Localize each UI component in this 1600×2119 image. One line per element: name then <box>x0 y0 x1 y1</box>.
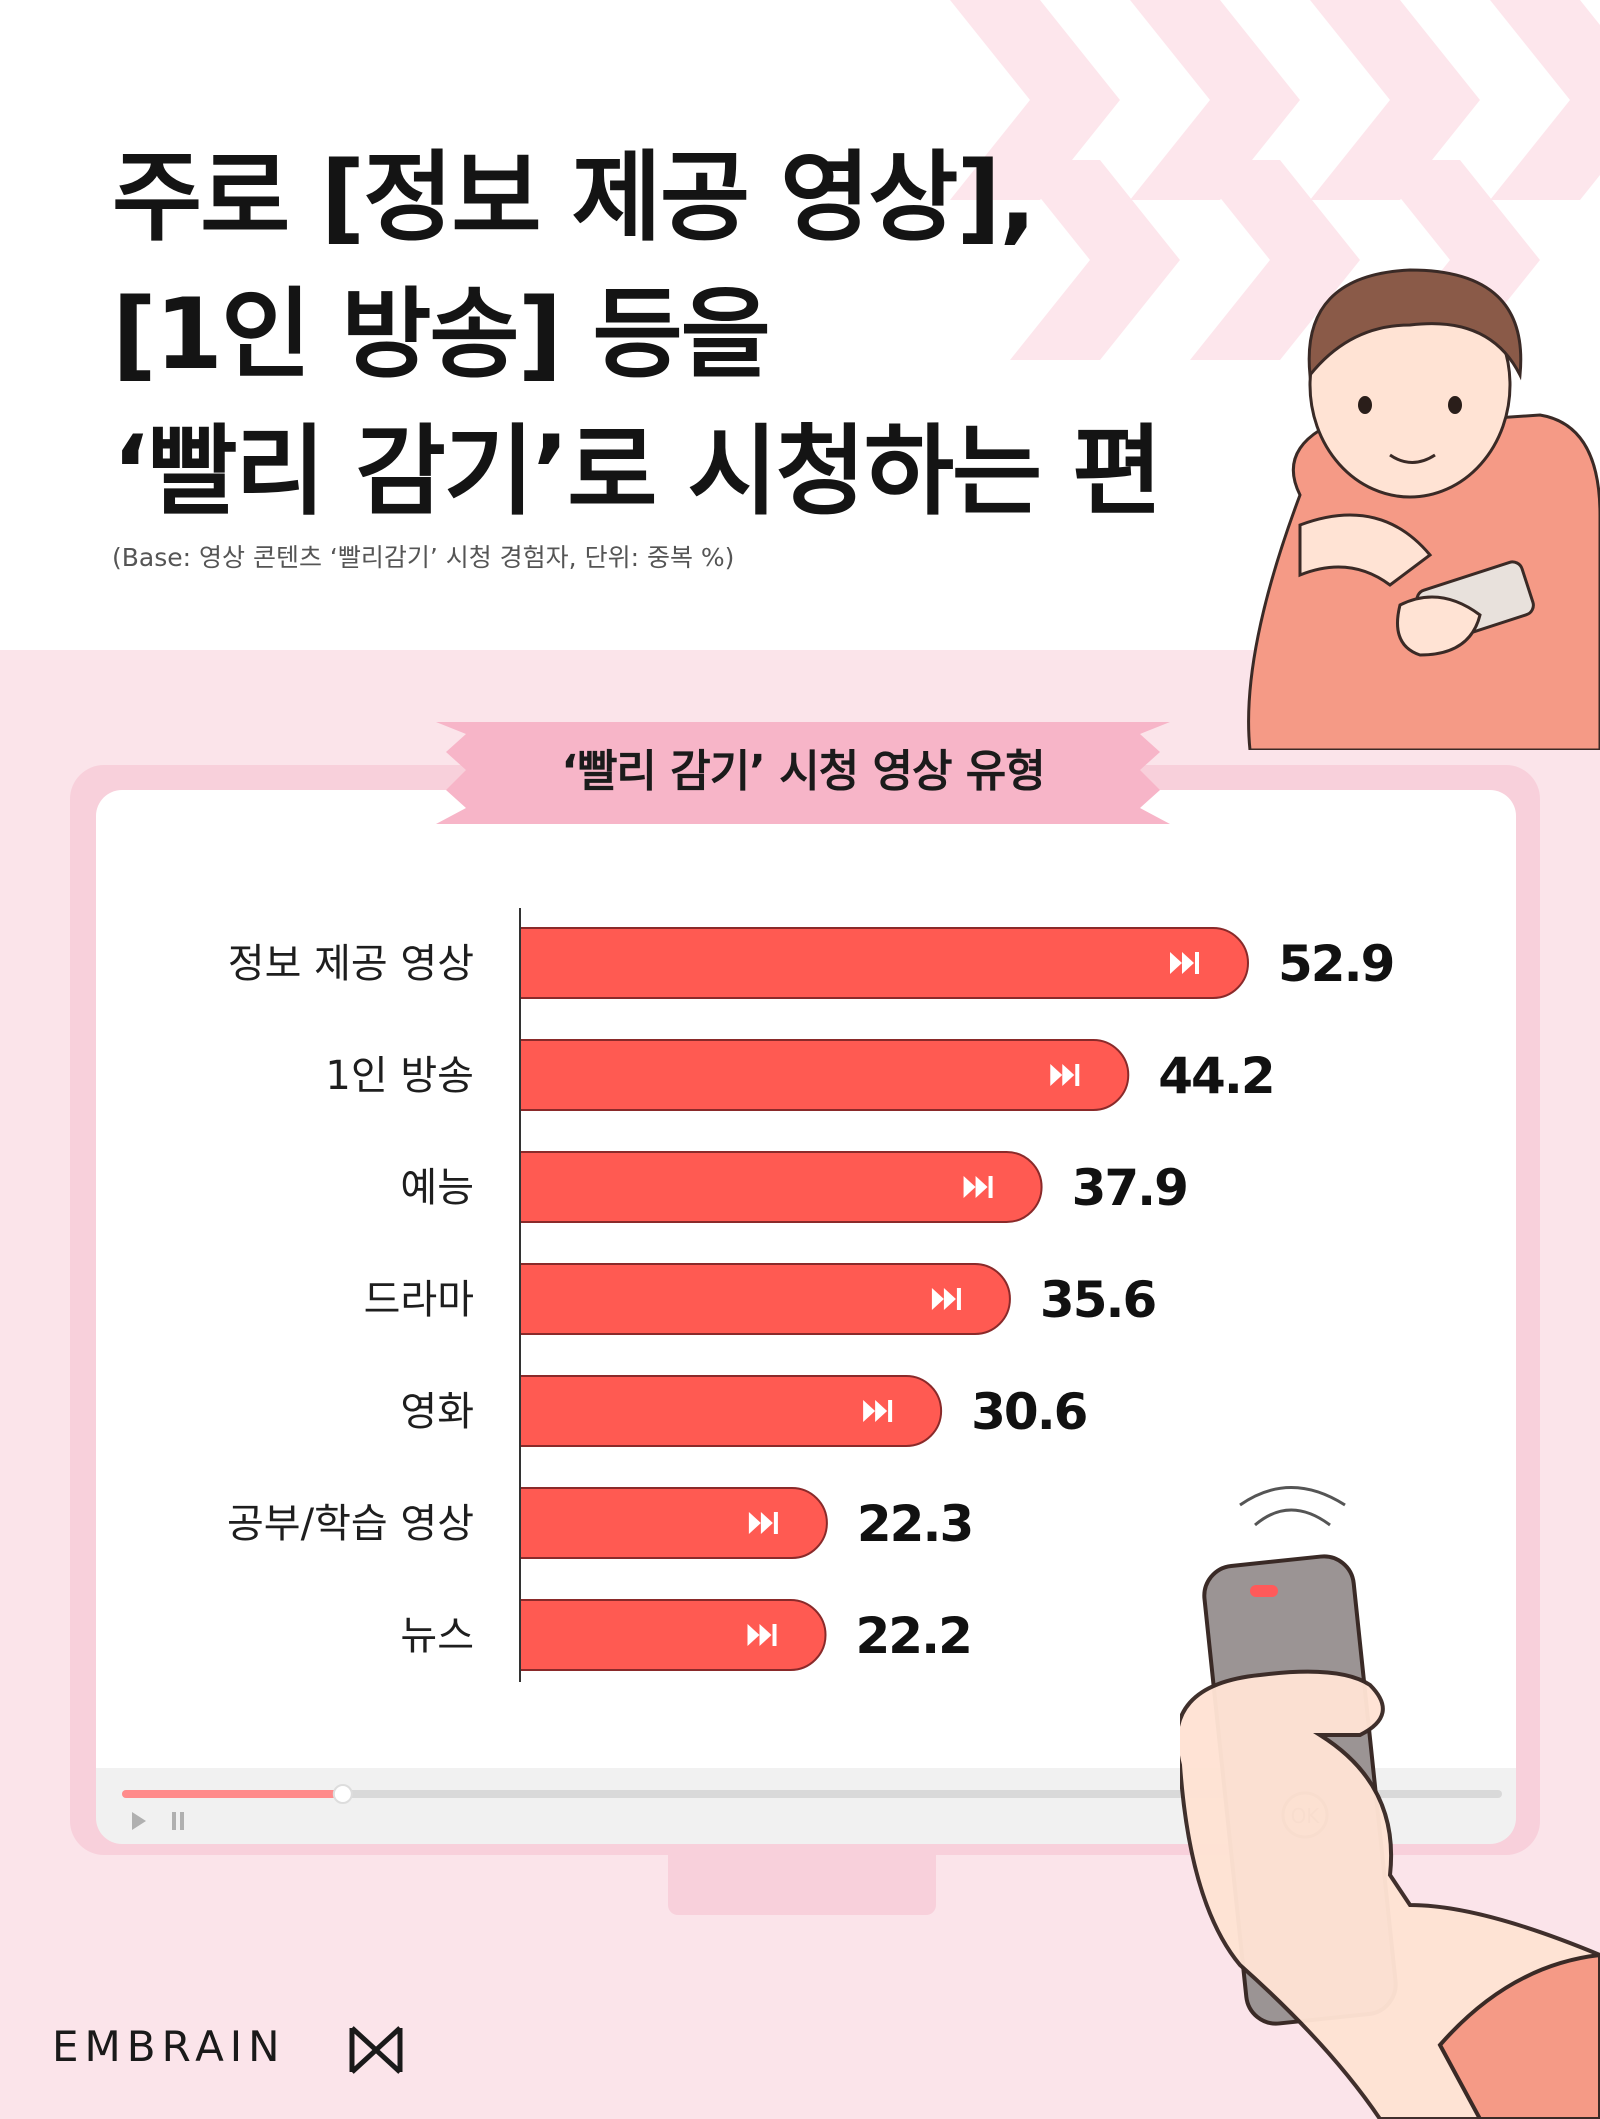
value-label: 22.3 <box>857 1495 972 1553</box>
value-label: 22.2 <box>856 1607 971 1665</box>
value-label: 44.2 <box>1158 1047 1273 1105</box>
bar-0 <box>519 927 1249 999</box>
bar-3 <box>519 1263 1011 1335</box>
bar-6 <box>519 1599 827 1671</box>
man-illustration <box>1247 268 1600 750</box>
chart-title: ‘빨리 감기’ 시청 영상 유형 <box>561 746 1046 797</box>
fast-forward-icon <box>863 1400 893 1422</box>
monitor-stand <box>668 1855 936 1915</box>
category-label: 정보 제공 영상 <box>228 941 474 987</box>
category-label: 공부/학습 영상 <box>227 1501 474 1547</box>
base-note: (Base: 영상 콘텐츠 ‘빨리감기’ 시청 경험자, 단위: 중복 %) <box>112 543 735 572</box>
pause-icon[interactable] <box>172 1812 176 1830</box>
fast-forward-icon <box>748 1512 778 1534</box>
fast-forward-icon <box>747 1624 777 1646</box>
category-label: 예능 <box>400 1165 474 1211</box>
fast-forward-icon <box>1050 1064 1080 1086</box>
fast-forward-icon <box>931 1288 961 1310</box>
value-label: 37.9 <box>1072 1159 1187 1217</box>
progress-slider-handle[interactable] <box>332 1784 353 1804</box>
chart-title-ribbon <box>436 722 1170 824</box>
bar-4 <box>519 1375 943 1447</box>
bar-1 <box>519 1039 1130 1111</box>
fast-forward-icon <box>1170 952 1199 974</box>
page-title-line-2: [1인 방송] 등을 <box>112 278 771 392</box>
progress-fill <box>122 1790 343 1798</box>
category-label: 1인 방송 <box>325 1053 474 1099</box>
bar-5 <box>519 1487 828 1559</box>
value-label: 30.6 <box>971 1383 1087 1441</box>
remote-hand-illustration: OK <box>1180 1486 1600 2119</box>
category-label: 뉴스 <box>400 1613 474 1659</box>
value-label: 35.6 <box>1040 1271 1156 1329</box>
fast-forward-icon <box>963 1176 993 1198</box>
embrain-logo-text: EMBRAIN <box>52 2022 286 2071</box>
category-label: 영화 <box>400 1389 474 1435</box>
category-label: 드라마 <box>364 1277 474 1323</box>
value-label: 52.9 <box>1278 935 1393 993</box>
embrain-logo-icon <box>349 2026 403 2074</box>
page-title-line-3: ‘빨리 감기’로 시청하는 편 <box>112 415 1162 529</box>
bar-2 <box>519 1151 1043 1223</box>
play-icon[interactable] <box>132 1812 146 1830</box>
page-title-line-1: 주로 [정보 제공 영상], <box>112 141 1036 255</box>
